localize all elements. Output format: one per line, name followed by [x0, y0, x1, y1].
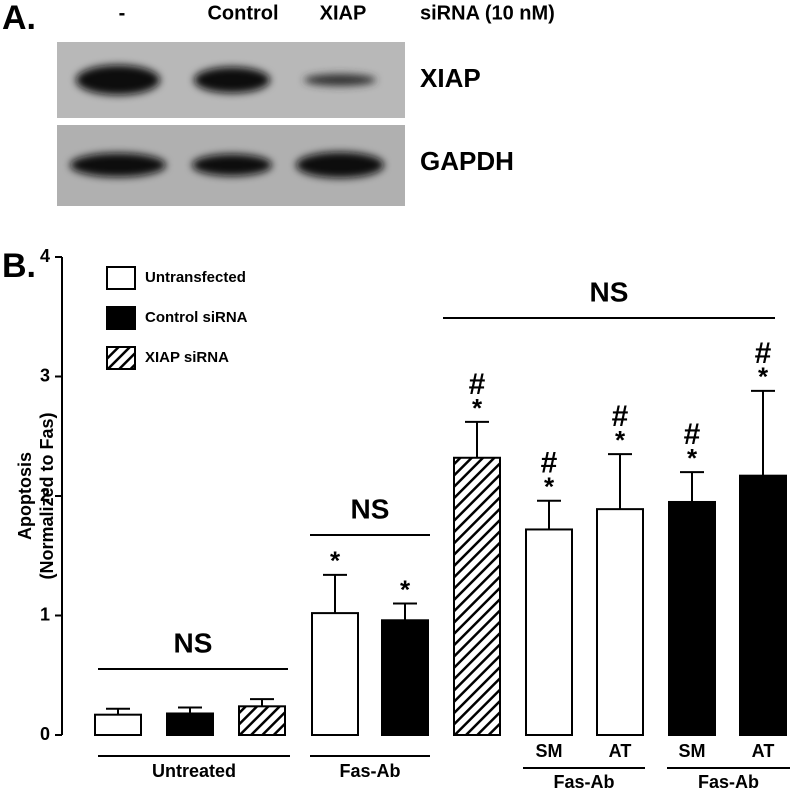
bar	[381, 619, 429, 737]
y-axis-label: (Normalized to Fas)	[37, 412, 57, 579]
star-label: *	[758, 362, 769, 392]
legend-label: XIAP siRNA	[145, 349, 229, 366]
legend-swatch	[106, 266, 136, 290]
x-tick-label: SM	[536, 741, 563, 761]
bar	[596, 508, 644, 736]
y-tick-label: 3	[40, 365, 50, 385]
legend-label: Control siRNA	[145, 309, 248, 326]
y-tick-label: 0	[40, 724, 50, 744]
legend-label: Untransfected	[145, 269, 246, 286]
ns-label: NS	[351, 493, 390, 524]
y-tick-label: 2	[40, 485, 50, 505]
bands	[70, 65, 384, 178]
group-label: Fas-Ab	[553, 772, 614, 792]
y-tick-label: 4	[40, 246, 50, 266]
legend-swatch	[106, 346, 136, 370]
bar	[238, 705, 286, 737]
star-label: *	[330, 546, 341, 576]
bar	[166, 712, 214, 736]
panel-label: A.	[2, 0, 36, 37]
bar	[668, 500, 716, 736]
star-label: *	[400, 574, 411, 604]
hash-label: #	[684, 418, 701, 451]
row-label: XIAP	[420, 63, 481, 93]
hash-label: #	[469, 368, 486, 401]
bar	[739, 474, 787, 736]
bar	[453, 456, 501, 736]
y-axis-label: Apoptosis	[15, 452, 35, 540]
row-label: GAPDH	[420, 146, 514, 176]
group-label: Untreated	[152, 761, 236, 781]
group-label: Fas-Ab	[339, 761, 400, 781]
star-label: *	[472, 393, 483, 423]
bar	[311, 612, 359, 736]
ns-label: NS	[174, 627, 213, 658]
y-tick-label: 1	[40, 604, 50, 624]
star-label: *	[615, 425, 626, 455]
x-tick-label: SM	[679, 741, 706, 761]
lane-label: XIAP	[320, 2, 367, 24]
bar	[525, 528, 573, 737]
group-label: Fas-Ab	[698, 772, 759, 792]
star-label: *	[687, 443, 698, 473]
star-label: *	[544, 472, 555, 502]
x-tick-label: AT	[752, 741, 775, 761]
bar	[94, 713, 142, 736]
treatment-label: siRNA (10 nM)	[420, 2, 555, 24]
x-tick-label: AT	[609, 741, 632, 761]
legend-swatch	[106, 306, 136, 330]
lane-label: -	[119, 2, 126, 24]
hash-label: #	[612, 400, 629, 433]
panel-label: B.	[2, 247, 36, 285]
hash-label: #	[755, 337, 772, 370]
lane-label: Control	[207, 2, 278, 24]
ns-label: NS	[590, 276, 629, 307]
hash-label: #	[541, 447, 558, 480]
